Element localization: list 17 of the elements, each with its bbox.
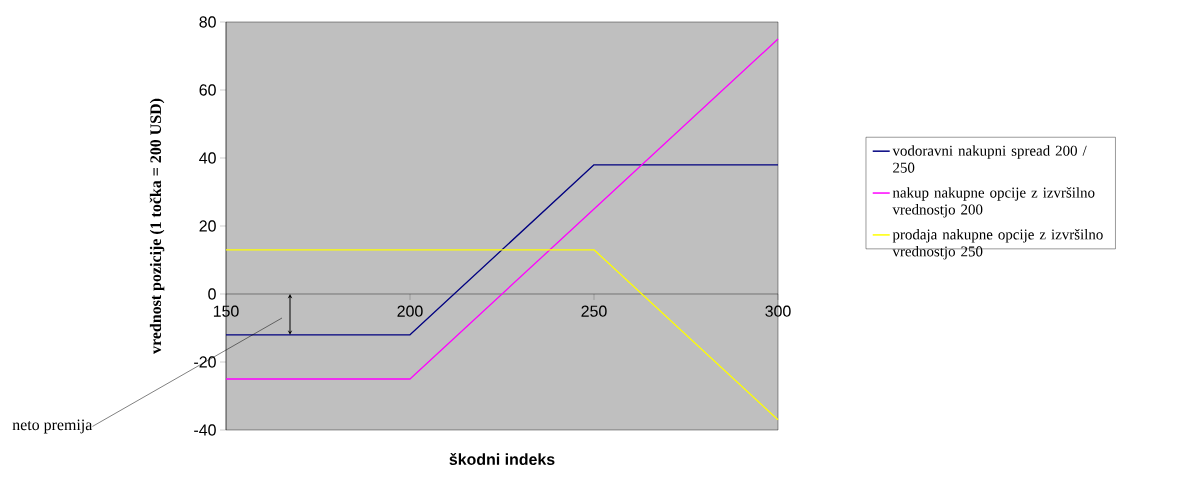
x-tick-label: 150 bbox=[213, 305, 239, 317]
y-tick-label: 60 bbox=[199, 84, 216, 96]
x-tick-label: 200 bbox=[397, 305, 423, 317]
y-tick-label: -40 bbox=[194, 424, 216, 436]
y-tick-label: -20 bbox=[194, 356, 216, 368]
y-tick-label: 80 bbox=[199, 16, 216, 28]
y-tick-label: 0 bbox=[208, 288, 216, 300]
x-tick-label: 300 bbox=[765, 305, 791, 317]
x-tick-label: 250 bbox=[581, 305, 607, 317]
legend-label: prodaja nakupne opcije z izvršilno vrednostjo 250 bbox=[892, 228, 1103, 260]
x-axis-title: škodni indeks bbox=[449, 452, 555, 466]
legend-label: nakup nakupne opcije z izvršilno vrednostjo 200 bbox=[892, 187, 1095, 218]
y-tick-label: 20 bbox=[199, 220, 216, 232]
y-tick-label: 40 bbox=[199, 152, 216, 164]
text: neto premija bbox=[12, 419, 93, 434]
legend-label: vodoravni nakupni spread 200 / 250 bbox=[892, 145, 1087, 173]
y-axis-title: vrednost pozicije (1 točka = 200 USD) bbox=[149, 98, 165, 354]
